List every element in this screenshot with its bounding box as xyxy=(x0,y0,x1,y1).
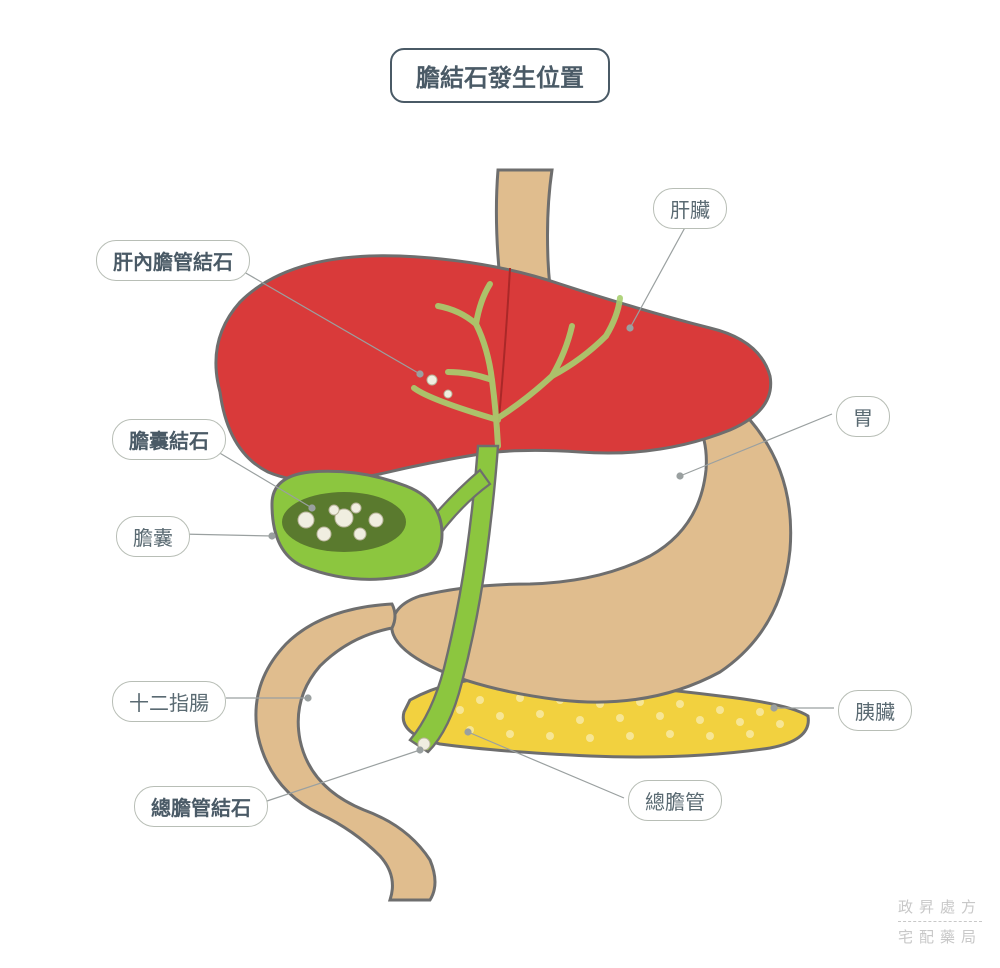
watermark: 政昇處方 宅配藥局 xyxy=(898,896,982,947)
label-pancreas: 胰臟 xyxy=(838,690,912,731)
gallbladder-shape xyxy=(272,471,442,579)
watermark-line1: 政昇處方 xyxy=(898,896,982,917)
label-stomach: 胃 xyxy=(836,396,890,437)
label-cbd: 總膽管 xyxy=(628,780,722,821)
label-duodenum: 十二指腸 xyxy=(112,681,226,722)
watermark-divider xyxy=(898,921,982,922)
watermark-line2: 宅配藥局 xyxy=(898,926,982,947)
label-cbd-stones: 總膽管結石 xyxy=(134,786,268,827)
label-gallbladder-stones: 膽囊結石 xyxy=(112,419,226,460)
label-liver: 肝臟 xyxy=(653,188,727,229)
label-intrahepatic-stones: 肝內膽管結石 xyxy=(96,240,250,281)
diagram-title: 膽結石發生位置 xyxy=(390,48,610,103)
label-gallbladder: 膽囊 xyxy=(116,516,190,557)
